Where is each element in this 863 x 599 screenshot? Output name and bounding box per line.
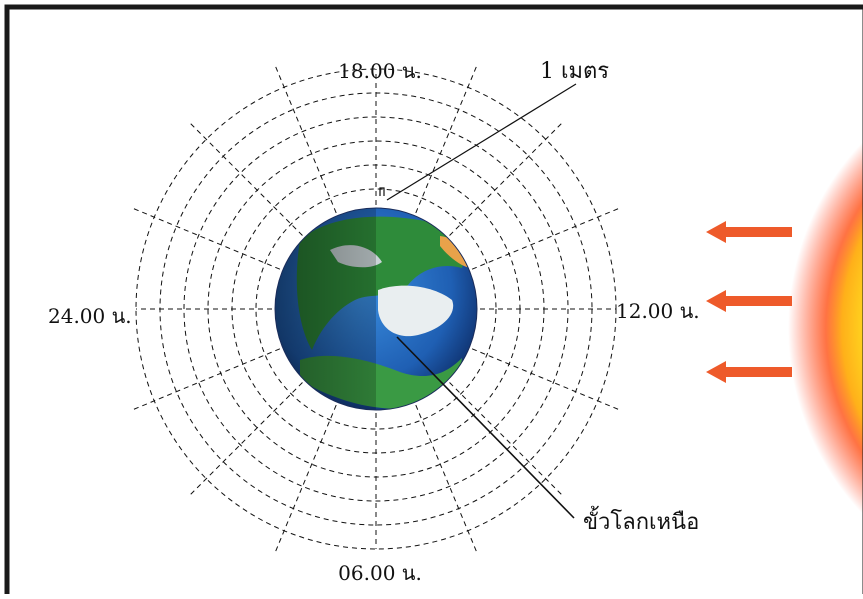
grid-spoke bbox=[130, 207, 281, 270]
label-right-time: 12.00 น. bbox=[616, 299, 700, 323]
sun bbox=[788, 141, 863, 515]
grid-spoke bbox=[415, 63, 478, 214]
grid-ring bbox=[183, 116, 569, 502]
night-side bbox=[275, 208, 376, 410]
grid-ring bbox=[255, 188, 497, 430]
sun-ray-arrows bbox=[706, 221, 792, 383]
grid-spoke bbox=[415, 404, 478, 555]
label-top-time: 18.00 น. bbox=[338, 59, 422, 83]
sun-ray-arrow bbox=[706, 361, 792, 383]
grid-spoke bbox=[130, 348, 281, 411]
label-north-pole: ขั้วโลกเหนือ bbox=[583, 506, 699, 535]
label-left-time: 24.00 น. bbox=[48, 304, 132, 328]
grid-spoke bbox=[188, 382, 303, 497]
label-one-meter: 1 เมตร bbox=[540, 59, 609, 84]
sun-ray-arrow bbox=[706, 221, 792, 243]
grid-spoke bbox=[274, 63, 337, 214]
grid-spoke bbox=[449, 121, 564, 236]
meter-marker bbox=[379, 83, 577, 201]
north-pole-pointer bbox=[396, 336, 575, 519]
grid-spoke bbox=[471, 348, 622, 411]
grid-spoke bbox=[449, 382, 564, 497]
time-grid bbox=[130, 63, 622, 555]
label-bottom-time: 06.00 น. bbox=[338, 561, 422, 585]
land-greenland bbox=[378, 285, 454, 337]
sun-ray-arrow bbox=[706, 290, 792, 312]
land-desert bbox=[440, 236, 470, 268]
grid-spoke bbox=[188, 121, 303, 236]
frame-border bbox=[4, 4, 863, 599]
grid-spoke bbox=[274, 404, 337, 555]
grid-spoke bbox=[471, 207, 622, 270]
